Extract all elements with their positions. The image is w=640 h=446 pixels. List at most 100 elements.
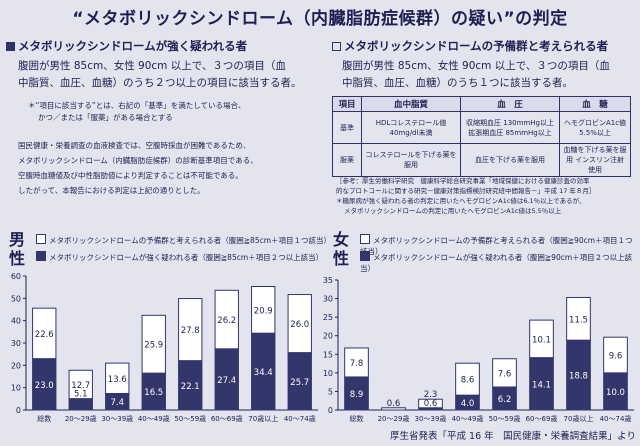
data-label-strong: 4.0 bbox=[461, 399, 475, 409]
data-label-strong: 10.0 bbox=[606, 388, 625, 398]
table-header: 項目 bbox=[332, 96, 362, 112]
category-label: 20～29歳 bbox=[65, 414, 97, 423]
category-label: 20～29歳 bbox=[378, 414, 410, 423]
y-tick-label: 0 bbox=[16, 406, 21, 415]
bar-reserve-group bbox=[418, 398, 443, 409]
data-label-strong: 6.2 bbox=[498, 395, 512, 405]
y-tick-label: 0 bbox=[328, 406, 333, 415]
bar-reserve-group bbox=[603, 336, 628, 374]
bar-reserve-group bbox=[455, 362, 480, 396]
y-tick-label: 25 bbox=[323, 313, 333, 322]
bar-reserve-group bbox=[381, 407, 406, 411]
data-label-reserve: 7.8 bbox=[350, 359, 364, 369]
data-label-strong: 8.9 bbox=[350, 390, 364, 400]
data-label-reserve: 7.6 bbox=[498, 369, 512, 379]
criteria-note: ＊“項目に該当する”とは、右記の「基準」を満たしている場合、 かつ／または「服薬… bbox=[28, 100, 323, 124]
category-label: 50～59歳 bbox=[174, 414, 206, 423]
y-tick-label: 10 bbox=[11, 384, 21, 393]
definition-line: 中脂質、血圧、血糖）のうち１つに該当する者。 bbox=[342, 77, 573, 89]
open-square-icon bbox=[332, 42, 341, 51]
note-line: かつ／または「服薬」がある場合とする bbox=[38, 113, 173, 122]
data-label-strong: 14.1 bbox=[532, 380, 551, 390]
remark-line: 国民健康・栄養調査の血液検査では、空腹時採血が困難であるため、 bbox=[18, 141, 251, 150]
data-label-reserve: 12.7 bbox=[71, 381, 90, 391]
table-cell: 血圧を下げる薬を服用 bbox=[460, 143, 560, 177]
category-label: 総数 bbox=[350, 414, 364, 423]
male-stacked-bar-chart: 0 10 20 30 40 50 60 23.0 22.6 総数 5.112.7 20～29歳 7.4 1… bbox=[11, 272, 318, 423]
data-label-reserve: 25.9 bbox=[144, 341, 163, 351]
female-stacked-bar-chart: 051015202530358.97.8総数0.620～29歳0.62.330～… bbox=[323, 276, 634, 423]
y-tick-label: 60 bbox=[11, 272, 21, 281]
open-legend-swatch bbox=[36, 234, 46, 244]
filled-square-icon bbox=[6, 42, 15, 51]
reserve-group-heading-text: メタボリックシンドロームの予備群と考えられる者 bbox=[344, 39, 609, 53]
open-legend-swatch bbox=[360, 234, 370, 244]
reserve-group-heading: メタボリックシンドロームの予備群と考えられる者 bbox=[332, 38, 608, 54]
filled-legend-swatch bbox=[36, 251, 46, 261]
criteria-table: 項目 血中脂質 血 圧 血 糖 基準 HDLコレステロール値 40mg/dl未満… bbox=[332, 96, 631, 177]
data-label-strong: 5.1 bbox=[74, 390, 88, 400]
y-tick-label: 10 bbox=[323, 369, 333, 378]
page-title: “メタボリックシンドローム（内臓脂肪症候群）の疑い”の判定 bbox=[72, 9, 568, 29]
y-tick-label: 30 bbox=[323, 295, 333, 304]
category-label: 30～39歳 bbox=[415, 414, 447, 423]
bar-reserve-group bbox=[492, 358, 517, 388]
definition-line: 腹囲が男性 85cm、女性 90cm 以上で、３つの項目（血 bbox=[18, 60, 286, 72]
bar-reserve-group bbox=[105, 362, 130, 394]
data-label-strong: 25.7 bbox=[290, 378, 309, 388]
table-header: 血 糖 bbox=[559, 96, 631, 112]
category-label: 40～74歳 bbox=[600, 414, 632, 423]
data-label-reserve: 27.8 bbox=[181, 326, 200, 336]
category-label: 50～59歳 bbox=[489, 414, 521, 423]
bar-reserve-group bbox=[214, 289, 239, 350]
bar-reserve-group bbox=[529, 319, 554, 359]
source-line: 的なプロトコールに関する研究－健康対策指標検討研究班中間報告－」平成 17 年８… bbox=[336, 187, 596, 195]
source-note: ［参考：厚生労働科学研究 健康科学総合研究事業「地域保健における健康診査の効率 … bbox=[336, 176, 638, 216]
male-legend-strong: メタボリックシンドロームが強く疑われる者（腹囲≧85cm＋項目２つ以上該当） bbox=[36, 251, 323, 263]
female-legend-strong: メタボリックシンドロームが強く疑われる者（腹囲≧90cm＋項目２つ以上該当） bbox=[360, 251, 640, 274]
bar-reserve-group bbox=[287, 294, 312, 354]
y-tick-label: 15 bbox=[323, 350, 333, 359]
criteria-table-grid: 項目 血中脂質 血 圧 血 糖 基準 HDLコレステロール値 40mg/dl未満… bbox=[332, 96, 631, 177]
y-tick-label: 35 bbox=[323, 276, 333, 285]
data-label-strong: 34.4 bbox=[254, 368, 273, 378]
legend-text: メタボリックシンドロームの予備群と考えられる者（腹囲≧85cm＋項目１つ該当） bbox=[49, 236, 332, 245]
definition-line: 腹囲が男性 85cm、女性 90cm 以上で、３つの項目（血 bbox=[342, 60, 610, 72]
definition-line: 中脂質、血圧、血糖）のうち２つ以上の項目に該当する者。 bbox=[18, 77, 302, 89]
table-cell: ヘモグロビンA1c値 5.5%以上 bbox=[559, 111, 631, 144]
data-label-strong: 22.1 bbox=[181, 382, 200, 392]
category-label: 70歳以上 bbox=[248, 414, 278, 423]
data-label-reserve: 9.6 bbox=[609, 352, 623, 362]
data-label-reserve: 11.5 bbox=[569, 315, 588, 325]
male-label: 男性 bbox=[8, 230, 25, 268]
table-cell: 血糖を下げる薬を服用 インスリン注射使用 bbox=[559, 143, 631, 177]
data-label-strong: 0.6 bbox=[424, 399, 438, 409]
data-label-reserve: 26.0 bbox=[290, 320, 309, 330]
note-line: ＊“項目に該当する”とは、右記の「基準」を満たしている場合、 bbox=[28, 101, 246, 110]
bar-reserve-group bbox=[344, 347, 369, 378]
y-tick-label: 40 bbox=[11, 317, 21, 326]
table-cell: 収縮期血圧 130mmHg以上 拡張期血圧 85mmHg以上 bbox=[460, 111, 560, 144]
strong-suspect-heading-text: メタボリックシンドロームが強く疑われる者 bbox=[18, 39, 248, 53]
y-tick-label: 50 bbox=[11, 294, 21, 303]
footer-source: 厚生省発表「平成 16 年 国民健康・栄養調査結果」より bbox=[390, 431, 636, 442]
category-label: 総数 bbox=[37, 414, 51, 423]
bar-reserve-group bbox=[68, 369, 93, 400]
category-label: 60～69歳 bbox=[211, 414, 243, 423]
legend-text: メタボリックシンドロームが強く疑われる者（腹囲≧85cm＋項目２つ以上該当） bbox=[49, 253, 324, 262]
bar-reserve-group bbox=[32, 307, 57, 360]
data-label-strong: 23.0 bbox=[35, 381, 54, 391]
remark-line: したがって、本報告における判定は上記の通りとした。 bbox=[18, 186, 205, 195]
remark-line: 空腹時血糖値及び中性脂肪値により判定することは不可能である。 bbox=[18, 171, 243, 180]
source-line: メタボリックシンドロームの判定に用いたヘモグロビンA1c値は5.5％以上 bbox=[344, 207, 562, 215]
data-label-reserve: 13.6 bbox=[108, 375, 127, 385]
y-tick-label: 20 bbox=[11, 361, 21, 370]
female-label: 女性 bbox=[332, 230, 349, 268]
category-label: 40～49歳 bbox=[138, 414, 170, 423]
data-label-strong: 18.8 bbox=[569, 372, 588, 382]
table-row-label: 服薬 bbox=[332, 143, 362, 177]
data-label-reserve: 20.9 bbox=[254, 306, 273, 316]
remark-line: メタボリックシンドローム（内臓脂肪症候群）の診断基準項目である、 bbox=[18, 156, 258, 165]
bar-reserve-group bbox=[251, 285, 276, 334]
source-line: ＊糖尿病が強く疑われる者の判定に用いたヘモグロビンA1c値は6.1％以上であるが… bbox=[336, 197, 586, 205]
